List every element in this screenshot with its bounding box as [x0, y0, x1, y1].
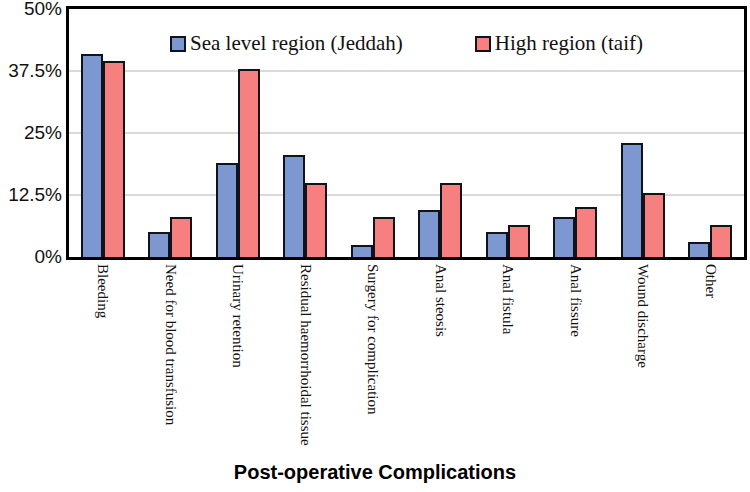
bar-taif-6 — [440, 183, 462, 257]
plot-area: Sea level region (Jeddah) High region (t… — [66, 6, 747, 260]
bar-jeddah-7 — [486, 232, 508, 257]
bar-taif-2 — [170, 217, 192, 257]
legend-item-jeddah: Sea level region (Jeddah) — [170, 31, 403, 56]
legend: Sea level region (Jeddah) High region (t… — [69, 31, 744, 56]
bar-taif-3 — [238, 69, 260, 257]
bar-jeddah-1 — [81, 54, 103, 257]
legend-swatch-taif-icon — [475, 36, 491, 52]
legend-label-jeddah: Sea level region (Jeddah) — [190, 31, 403, 56]
x-axis-label-1: Bleeding — [94, 264, 111, 318]
x-axis-label-3: Urinary retention — [229, 264, 246, 368]
bar-taif-4 — [305, 183, 327, 257]
bar-jeddah-9 — [621, 143, 643, 257]
bar-jeddah-5 — [351, 245, 373, 257]
bar-taif-5 — [373, 217, 395, 257]
y-axis-label-25pct: 25% — [0, 122, 62, 144]
y-axis-label-0pct: 0% — [0, 246, 62, 268]
x-axis-label-5: Surgery for complication — [364, 264, 381, 415]
y-axis-label-37.5pct: 37.5% — [0, 60, 62, 82]
x-axis-label-10: Other — [702, 264, 719, 298]
x-axis-label-7: Anal fistula — [499, 264, 516, 334]
legend-item-taif: High region (taif) — [475, 31, 643, 56]
y-axis-label-12.5pct: 12.5% — [0, 184, 62, 206]
bar-taif-1 — [103, 61, 125, 257]
bar-taif-7 — [508, 225, 530, 257]
x-axis-label-2: Need for blood transfusion — [162, 264, 179, 425]
legend-label-taif: High region (taif) — [495, 31, 643, 56]
bar-jeddah-6 — [418, 210, 440, 257]
legend-swatch-jeddah-icon — [170, 36, 186, 52]
bar-jeddah-3 — [216, 163, 238, 257]
bar-jeddah-2 — [148, 232, 170, 257]
x-axis-label-6: Anal steosis — [432, 264, 449, 337]
bar-jeddah-8 — [553, 217, 575, 257]
bar-taif-9 — [643, 193, 665, 257]
bar-chart: Sea level region (Jeddah) High region (t… — [0, 0, 750, 492]
bar-taif-10 — [710, 225, 732, 257]
bar-jeddah-10 — [688, 242, 710, 257]
y-axis-label-50pct: 50% — [0, 0, 62, 20]
chart-title: Post-operative Complications — [0, 461, 750, 484]
x-axis-label-4: Residual haemorrhoidal tissue — [297, 264, 314, 446]
x-axis-label-8: Anal fissure — [567, 264, 584, 337]
bar-jeddah-4 — [283, 155, 305, 257]
x-axis-label-9: Wound discharge — [634, 264, 651, 368]
bar-taif-8 — [575, 207, 597, 257]
